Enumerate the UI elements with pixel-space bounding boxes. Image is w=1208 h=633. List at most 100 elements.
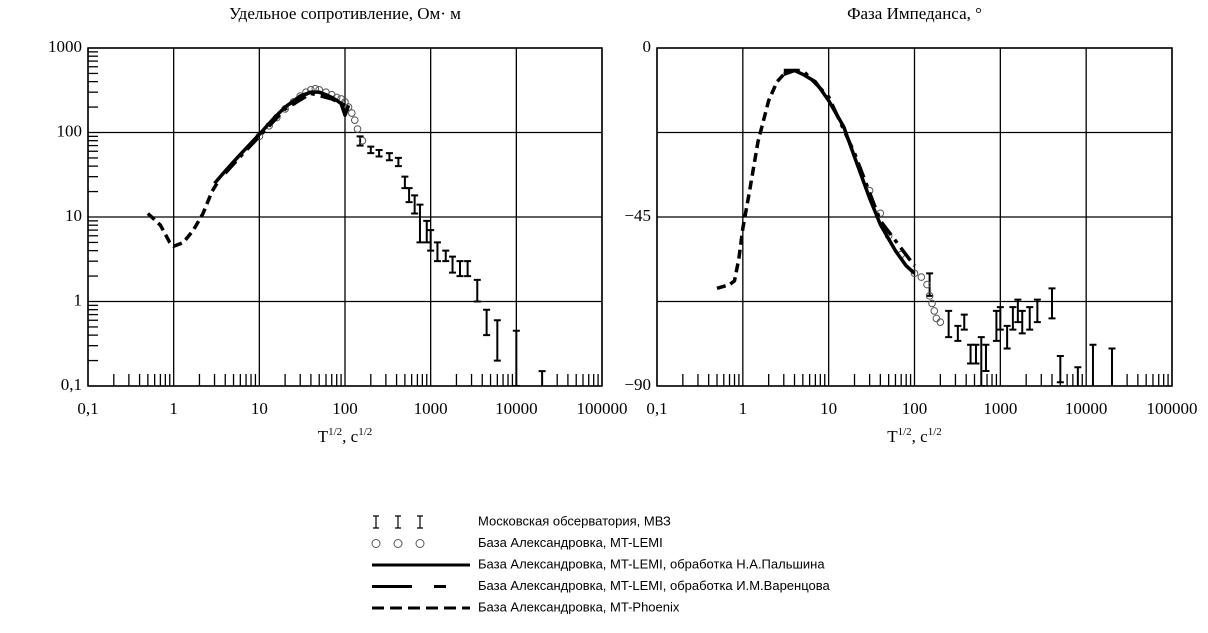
data-point: [358, 136, 367, 145]
legend-item: База Александровка, MT-LEMI, обработка Н…: [372, 556, 825, 571]
error-bar: [972, 343, 980, 365]
error-bar: [982, 343, 990, 372]
error-bar: [411, 194, 419, 215]
x-axis-label-part: T: [887, 427, 898, 446]
x-axis-label-sup: 1/2: [898, 426, 912, 438]
error-bar: [405, 187, 413, 204]
y-tick-label: 100: [57, 121, 83, 140]
error-bar: [401, 175, 409, 190]
y-tick-label: 0,1: [61, 375, 82, 394]
x-tick-label: 100: [332, 399, 358, 418]
error-bar: [945, 309, 953, 339]
error-bar: [538, 370, 546, 386]
error-bar: [960, 313, 968, 331]
x-tick-label: 10: [820, 399, 837, 418]
data-point: [923, 280, 931, 289]
error-bar: [394, 156, 402, 168]
data-point: [930, 307, 939, 315]
error-bar: [1074, 366, 1082, 386]
legend-symbol: [415, 539, 425, 548]
legend-label: База Александровка, MT-LEMI: [478, 535, 663, 550]
error-bar: [375, 149, 383, 158]
error-bar: [996, 306, 1004, 331]
error-bar: [1056, 354, 1064, 384]
error-bar: [473, 278, 481, 303]
legend-symbol: [417, 515, 423, 529]
legend: Московская обсерватория, МВЗ База Алексан…: [371, 513, 830, 614]
x-tick-label: 1: [739, 399, 748, 418]
x-axis-label: T1/2, c1/2: [318, 426, 373, 446]
data-point: [928, 299, 936, 308]
error-bar: [992, 309, 1000, 342]
x-tick-label: 0,1: [646, 399, 667, 418]
error-bar: [442, 249, 450, 263]
chart-title: Удельное сопротивление, Ом· м: [229, 4, 461, 23]
error-bar: [416, 203, 424, 244]
x-axis-label-part: , c: [912, 427, 929, 446]
y-tick-label: 0: [643, 37, 652, 56]
data-layer: [146, 84, 546, 386]
error-bar: [456, 260, 464, 278]
error-bar: [449, 255, 457, 274]
x-axis-label-sup: 1/2: [928, 426, 942, 438]
error-bar: [977, 336, 985, 386]
error-bar: [967, 343, 975, 365]
data-line: [716, 73, 786, 291]
y-tick-label: −45: [624, 206, 651, 225]
x-tick-label: 1000: [414, 399, 448, 418]
legend-item: База Александровка, MT-LEMI: [371, 535, 663, 550]
x-tick-label: 100000: [1147, 399, 1198, 418]
error-bar: [433, 241, 441, 263]
x-axis-label: T1/2, c1/2: [887, 426, 942, 446]
x-tick-label: 1: [169, 399, 178, 418]
error-bar: [483, 308, 491, 337]
legend-label: База Александровка, MT-LEMI, обработка И…: [478, 578, 830, 593]
data-line: [783, 68, 916, 275]
legend-symbol: [393, 539, 403, 548]
legend-symbol: [371, 539, 381, 548]
legend-item: Московская обсерватория, МВЗ: [373, 513, 671, 529]
error-bar: [1018, 309, 1026, 335]
x-axis-label-part: , c: [342, 427, 359, 446]
chart-panel: Фаза Импеданса, ° 0,1 1 10 100 1000 10000 10000…: [624, 4, 1197, 446]
data-layer: [716, 68, 1116, 386]
error-bar: [385, 152, 393, 162]
error-bar: [954, 324, 962, 342]
legend-label: Московская обсерватория, МВЗ: [478, 513, 671, 528]
y-tick-label: 1: [74, 290, 83, 309]
data-line: [783, 68, 916, 267]
error-bar: [512, 329, 520, 386]
x-tick-label: 100: [902, 399, 928, 418]
legend-label: База Александровка, MT-Phoenix: [478, 599, 680, 614]
error-bar: [464, 260, 472, 278]
legend-item: База Александровка, MT-LEMI, обработка И…: [372, 578, 830, 593]
error-bar: [493, 319, 501, 362]
legend-label: База Александровка, MT-LEMI, обработка Н…: [478, 556, 825, 571]
error-bar: [367, 145, 375, 155]
x-tick-label: 10000: [1065, 399, 1108, 418]
x-axis-label-sup: 1/2: [328, 426, 342, 438]
data-point: [917, 273, 926, 281]
y-tick-label: −90: [624, 375, 651, 394]
legend-symbol: [395, 515, 401, 529]
legend-symbol: [373, 515, 379, 529]
x-axis-label-sup: 1/2: [358, 426, 372, 438]
data-point: [925, 292, 934, 300]
chart-title: Фаза Импеданса, °: [847, 4, 982, 23]
x-tick-label: 100000: [577, 399, 628, 418]
data-point: [932, 314, 941, 323]
error-bar: [427, 229, 435, 252]
y-tick-label: 1000: [48, 37, 82, 56]
data-point: [936, 318, 945, 326]
error-bar: [1003, 324, 1011, 350]
error-bar: [1026, 306, 1034, 331]
error-bar: [1089, 343, 1097, 386]
x-tick-label: 10: [251, 399, 268, 418]
error-bar: [1048, 287, 1056, 320]
data-point: [347, 109, 356, 117]
error-bar: [1108, 347, 1116, 386]
data-point: [350, 116, 359, 124]
error-bar: [1009, 306, 1017, 331]
data-point: [353, 125, 362, 133]
